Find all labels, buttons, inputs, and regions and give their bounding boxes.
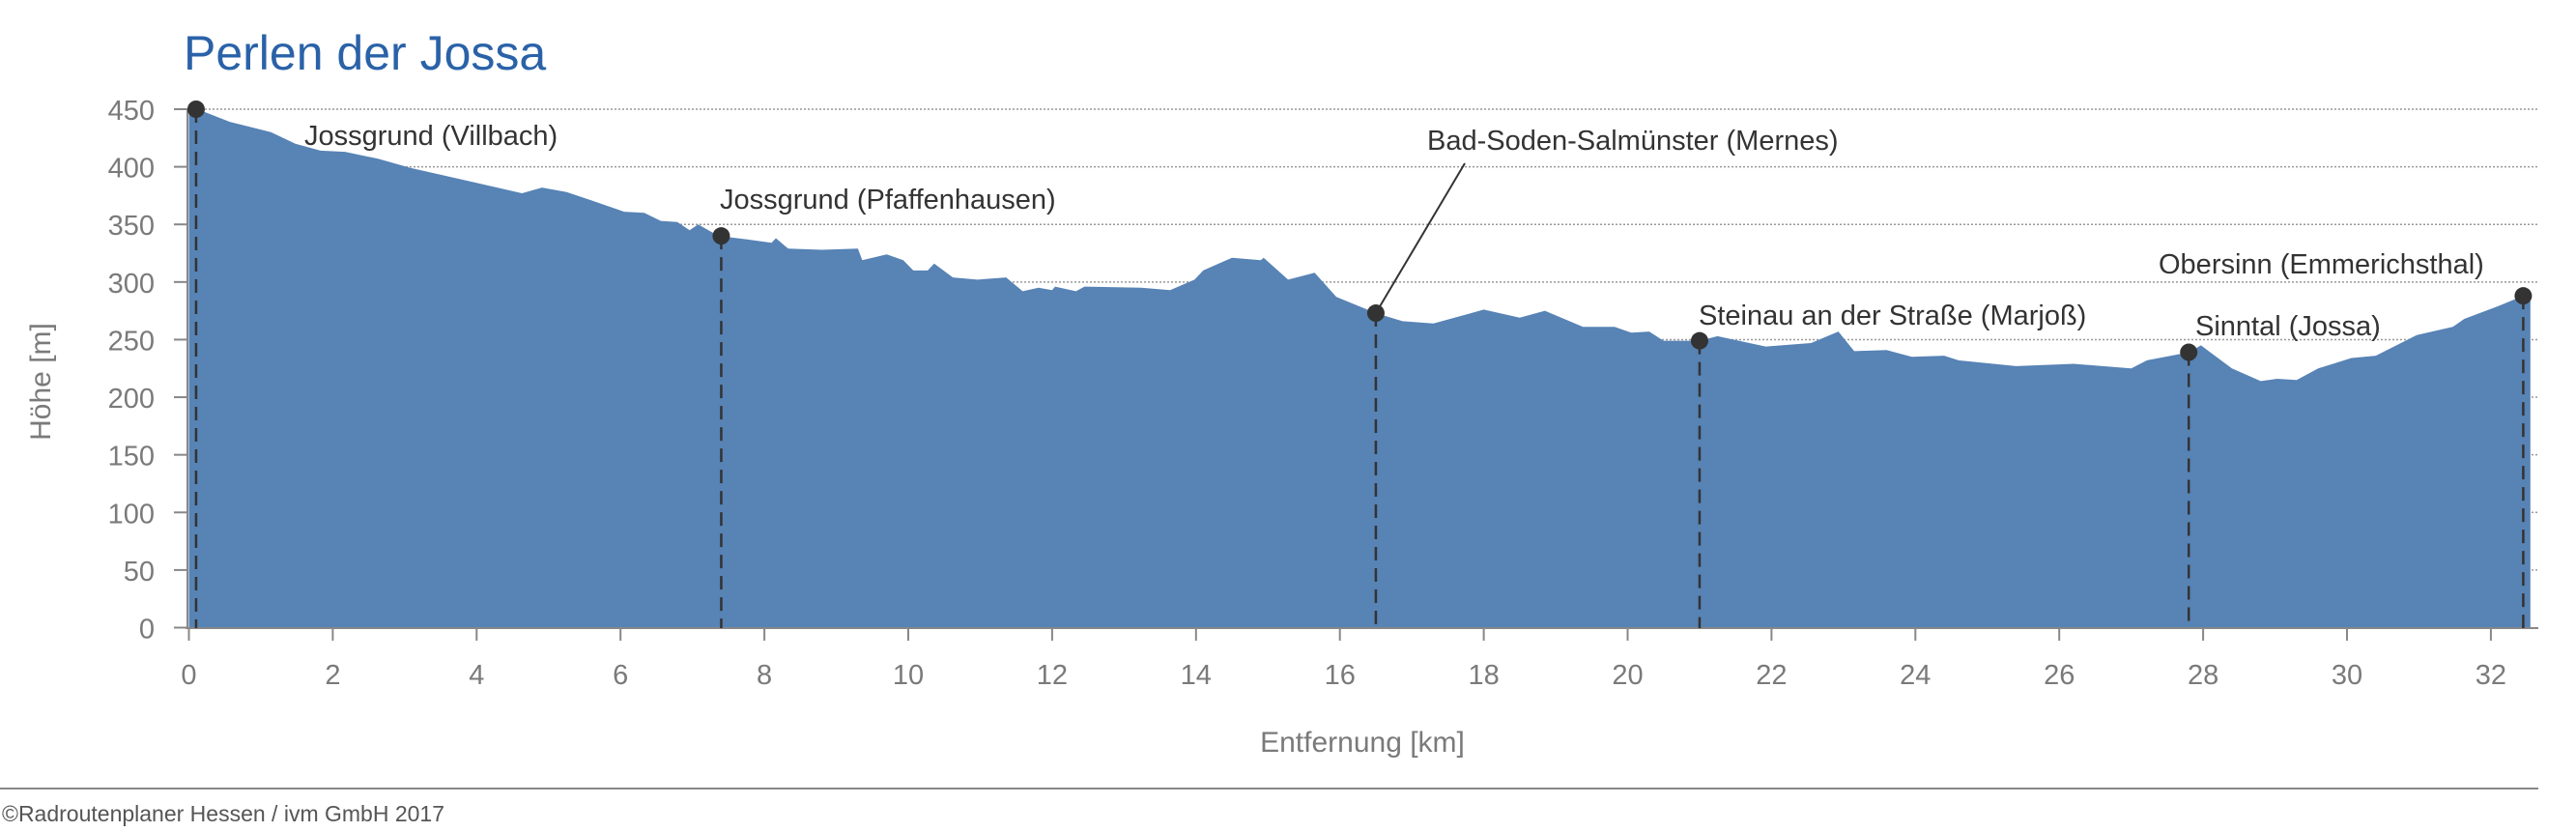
place-label: Bad-Soden-Salmünster (Mernes) bbox=[1427, 126, 1839, 157]
x-tick-label: 10 bbox=[893, 660, 924, 691]
x-tick-label: 24 bbox=[1900, 660, 1931, 691]
y-tick-label: 150 bbox=[108, 442, 155, 473]
y-tick-label: 400 bbox=[108, 154, 155, 185]
y-tick-label: 300 bbox=[108, 269, 155, 300]
x-tick-label: 26 bbox=[2044, 660, 2075, 691]
place-marker-dot bbox=[1366, 304, 1385, 323]
copyright-text: ©Radroutenplaner Hessen / ivm GmbH 2017 bbox=[2, 801, 444, 826]
x-tick-label: 22 bbox=[1756, 660, 1787, 691]
place-label: Obersinn (Emmerichsthal) bbox=[2159, 249, 2484, 280]
place-markers: Jossgrund (Villbach) Jossgrund (Pfaffenha… bbox=[186, 100, 2533, 628]
x-tick-label: 6 bbox=[613, 660, 628, 691]
y-axis-label: Höhe [m] bbox=[25, 323, 57, 441]
x-axis-ticks: 0 2 4 6 8 10 12 14 16 18 20 22 24 26 28 30 32 bbox=[181, 628, 2506, 691]
x-tick-label: 28 bbox=[2188, 660, 2218, 691]
y-tick-label: 350 bbox=[108, 211, 155, 242]
x-tick-label: 32 bbox=[2476, 660, 2506, 691]
y-tick-label: 100 bbox=[108, 499, 155, 530]
x-tick-label: 8 bbox=[757, 660, 772, 691]
x-tick-label: 20 bbox=[1612, 660, 1643, 691]
elevation-area bbox=[188, 109, 2531, 628]
y-tick-label: 50 bbox=[124, 557, 155, 588]
place-label: Steinau an der Straße (Marjoß) bbox=[1699, 301, 2086, 331]
place-marker-dot bbox=[2180, 343, 2198, 361]
x-tick-label: 4 bbox=[469, 660, 484, 691]
chart-title: Perlen der Jossa bbox=[184, 26, 546, 80]
x-tick-label: 12 bbox=[1037, 660, 1068, 691]
y-tick-label: 0 bbox=[139, 615, 155, 646]
y-tick-label: 250 bbox=[108, 326, 155, 357]
x-axis-label: Entfernung [km] bbox=[1260, 727, 1465, 759]
place-marker-dot bbox=[2514, 287, 2533, 305]
y-tick-label: 200 bbox=[108, 384, 155, 415]
place-marker-dot bbox=[1690, 331, 1708, 350]
y-tick-label: 450 bbox=[108, 96, 155, 127]
place-leader-line bbox=[1375, 162, 1466, 314]
x-tick-label: 30 bbox=[2332, 660, 2362, 691]
x-tick-label: 16 bbox=[1325, 660, 1356, 691]
place-label: Jossgrund (Villbach) bbox=[304, 121, 558, 152]
y-axis-ticks: 0 50 100 150 200 250 300 350 400 450 bbox=[108, 96, 187, 646]
x-tick-label: 18 bbox=[1468, 660, 1499, 691]
x-tick-label: 2 bbox=[325, 660, 340, 691]
x-tick-label: 0 bbox=[181, 660, 196, 691]
place-label: Sinntal (Jossa) bbox=[2195, 311, 2381, 342]
place-label: Jossgrund (Pfaffenhausen) bbox=[720, 185, 1056, 215]
place-marker-dot bbox=[712, 227, 730, 245]
place-marker-dot bbox=[186, 100, 205, 118]
x-tick-label: 14 bbox=[1181, 660, 1212, 691]
